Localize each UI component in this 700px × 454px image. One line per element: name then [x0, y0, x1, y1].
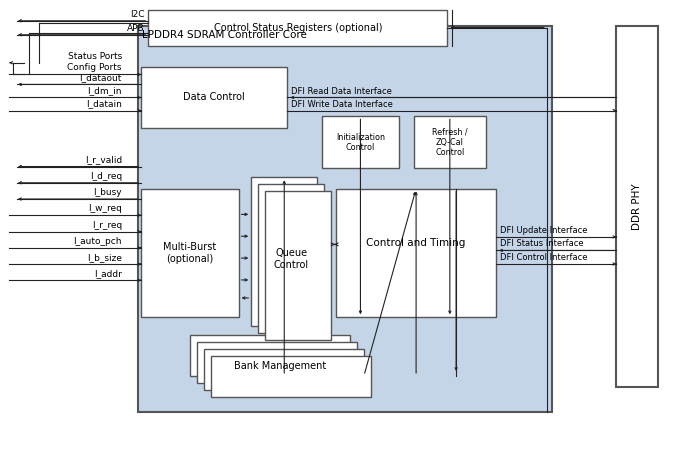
Text: I_dm_in: I_dm_in: [88, 87, 122, 95]
Bar: [322, 116, 399, 168]
Bar: [336, 189, 496, 317]
Text: I_b_size: I_b_size: [87, 253, 122, 262]
Bar: [138, 26, 552, 412]
Text: I_addr: I_addr: [94, 269, 122, 278]
Text: I_r_valid: I_r_valid: [85, 156, 122, 164]
Text: I_busy: I_busy: [93, 188, 122, 197]
Bar: [190, 336, 350, 376]
Text: I_w_req: I_w_req: [88, 204, 122, 213]
Bar: [258, 184, 324, 333]
Bar: [148, 10, 447, 45]
Text: DFI Update Interface: DFI Update Interface: [500, 226, 587, 235]
Text: Multi-Burst
(optional): Multi-Burst (optional): [163, 242, 216, 264]
Text: Control Status Registers (optional): Control Status Registers (optional): [214, 23, 382, 33]
Text: Initialization
Control: Initialization Control: [336, 133, 385, 152]
Bar: [211, 356, 371, 397]
Text: Config Ports: Config Ports: [67, 64, 122, 73]
Text: DDR PHY: DDR PHY: [632, 183, 643, 230]
Text: APB: APB: [127, 24, 144, 33]
Bar: [414, 116, 486, 168]
Text: I_auto_pch: I_auto_pch: [74, 237, 122, 246]
Bar: [251, 178, 317, 326]
Text: I_d_req: I_d_req: [90, 172, 122, 181]
Bar: [141, 189, 239, 317]
Text: Control and Timing: Control and Timing: [366, 238, 466, 248]
Text: Refresh /
ZQ-Cal
Control: Refresh / ZQ-Cal Control: [432, 128, 468, 157]
Text: DFI Write Data Interface: DFI Write Data Interface: [291, 99, 393, 109]
Bar: [617, 26, 658, 387]
Text: I_datain: I_datain: [86, 99, 122, 109]
Text: Queue
Control: Queue Control: [274, 248, 309, 270]
Text: I2C: I2C: [130, 10, 144, 19]
Bar: [265, 191, 331, 340]
Text: Bank Management: Bank Management: [234, 361, 327, 371]
Bar: [141, 67, 288, 128]
Text: LPDDR4 SDRAM Controller Core: LPDDR4 SDRAM Controller Core: [142, 30, 307, 40]
Text: I_dataout: I_dataout: [80, 74, 122, 83]
Bar: [204, 349, 364, 390]
Bar: [197, 342, 357, 383]
Text: I_r_req: I_r_req: [92, 221, 122, 230]
Text: Data Control: Data Control: [183, 92, 245, 102]
Text: DFI Read Data Interface: DFI Read Data Interface: [291, 87, 392, 95]
Text: DFI Status Interface: DFI Status Interface: [500, 239, 584, 248]
Text: Status Ports: Status Ports: [68, 52, 122, 61]
Text: DFI Control Interface: DFI Control Interface: [500, 253, 587, 262]
